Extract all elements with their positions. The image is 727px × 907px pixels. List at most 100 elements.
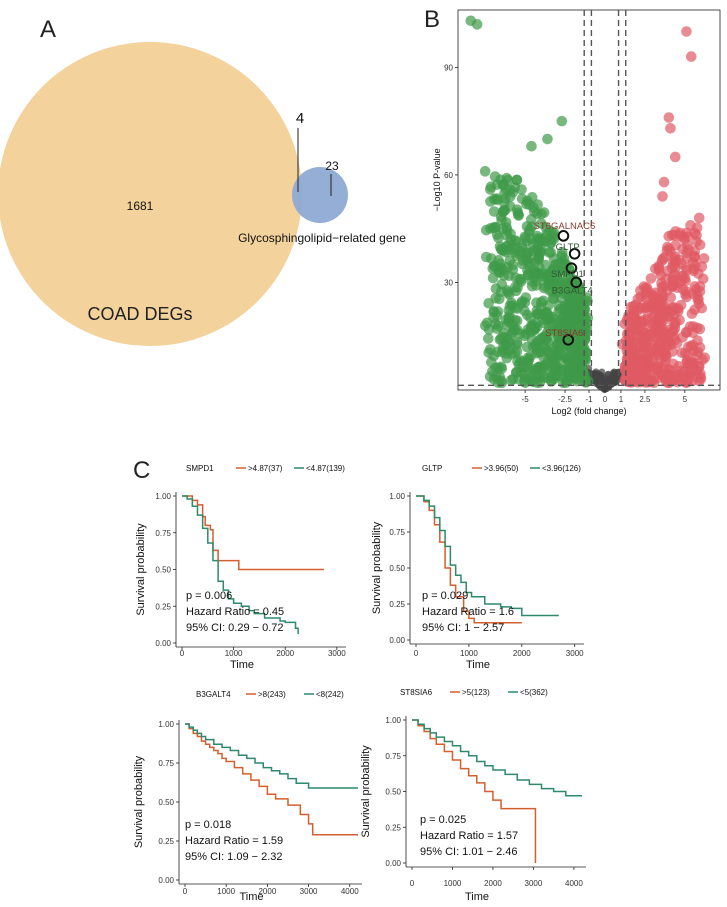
volcano-point-up xyxy=(663,324,674,336)
volcano-point-up xyxy=(696,302,708,314)
volcano-point-down xyxy=(572,306,584,318)
volcano-point-down xyxy=(556,115,568,127)
volcano-x-tick-label: 2.5 xyxy=(639,395,651,404)
panel-label-c: C xyxy=(133,457,150,484)
volcano-point-down xyxy=(503,270,515,282)
volcano-point-down xyxy=(542,336,554,348)
volcano-point-down xyxy=(562,353,574,364)
km-confidence-interval: 95% CI: 1 − 2.57 xyxy=(422,622,504,634)
volcano-point-up xyxy=(691,236,702,247)
volcano-point-down xyxy=(482,333,494,344)
volcano-point-down xyxy=(497,331,509,343)
volcano-highlight-ring xyxy=(565,262,578,274)
km-survival-curve-high xyxy=(182,495,324,571)
km-confidence-interval: 95% CI: 1.01 − 2.46 xyxy=(420,846,518,858)
volcano-point-down xyxy=(556,258,567,270)
volcano-point-down xyxy=(538,361,549,372)
volcano-point-up xyxy=(685,51,697,62)
panel-label-b: B xyxy=(424,6,440,33)
volcano-y-tick-label: 60 xyxy=(444,171,453,180)
venn-small-circle xyxy=(292,167,348,223)
volcano-point-down xyxy=(487,365,498,377)
volcano-point-down xyxy=(574,328,585,339)
km-x-tick-label: 1000 xyxy=(217,887,235,896)
volcano-point-up xyxy=(669,151,681,163)
volcano-point-down xyxy=(562,322,574,334)
volcano-point-up xyxy=(663,112,675,123)
km-survival-curve-high xyxy=(412,719,537,863)
volcano-point-down xyxy=(524,267,536,278)
volcano-point-up xyxy=(682,252,693,264)
volcano-point-down xyxy=(503,305,515,316)
km-y-tick-label: 1.00 xyxy=(389,492,405,501)
km-plot-gltp: GLTP >3.96(50) <3.96(126) 0.00 0.25 0.50 0.75 1… xyxy=(371,464,584,671)
km-x-tick-label: 3000 xyxy=(525,879,543,888)
km-legend-label: >8(243) xyxy=(258,690,286,699)
km-y-tick-label: 0.00 xyxy=(385,859,401,868)
volcano-point-down xyxy=(519,376,530,387)
volcano-point-down xyxy=(494,258,506,270)
volcano-point-up xyxy=(665,123,676,134)
km-survival-curve-low xyxy=(182,495,299,635)
volcano-point-down xyxy=(536,218,547,229)
volcano-point-down xyxy=(500,314,512,325)
volcano-point-down xyxy=(512,303,523,314)
km-survival-curve-high xyxy=(416,495,522,624)
km-y-axis-title: Survival probability xyxy=(360,745,372,838)
km-y-axis-title: Survival probability xyxy=(371,521,383,614)
km-legend-label: >3.96(50) xyxy=(484,464,519,473)
volcano-point-up xyxy=(625,301,636,313)
volcano-point-down xyxy=(565,290,577,302)
volcano-point-up xyxy=(631,314,642,325)
volcano-point-down xyxy=(561,312,572,324)
volcano-point-down xyxy=(529,257,541,268)
volcano-point-down xyxy=(542,133,553,145)
volcano-gene-label: B3GALT4 xyxy=(552,285,593,296)
volcano-point-up xyxy=(645,273,657,284)
volcano-point-down xyxy=(513,209,524,221)
km-legend-gene: SMPD1 xyxy=(186,464,214,473)
volcano-point-down xyxy=(491,310,503,321)
km-x-tick-label: 1000 xyxy=(460,649,478,658)
km-y-tick-label: 1.00 xyxy=(155,492,171,501)
volcano-point-down xyxy=(536,243,547,254)
km-x-tick-label: 0 xyxy=(414,649,419,658)
volcano-point-down xyxy=(481,317,493,329)
km-x-tick-label: 1000 xyxy=(225,649,243,658)
volcano-point-up xyxy=(640,318,651,330)
volcano-point-down xyxy=(504,255,516,266)
volcano-point-up xyxy=(677,243,688,255)
km-legend-label: >5(123) xyxy=(462,688,490,697)
volcano-point-down xyxy=(570,318,582,330)
volcano-point-down xyxy=(564,367,576,378)
km-y-tick-label: 0.25 xyxy=(155,602,171,611)
volcano-point-down xyxy=(486,253,497,264)
venn-overlap-count: 4 xyxy=(296,110,304,127)
km-y-tick-label: 0.75 xyxy=(385,752,401,761)
volcano-gene-label: GLTP xyxy=(556,242,580,253)
km-survival-curve-low xyxy=(185,723,358,789)
km-x-tick-label: 0 xyxy=(180,649,185,658)
volcano-point-down xyxy=(506,239,517,251)
km-x-axis-title: Time xyxy=(465,891,489,903)
volcano-point-down xyxy=(509,323,521,335)
volcano-point-down xyxy=(575,366,587,377)
km-x-tick-label: 0 xyxy=(410,879,415,888)
volcano-point-up xyxy=(674,230,686,242)
km-x-axis-title: Time xyxy=(466,659,490,671)
volcano-point-down xyxy=(511,174,523,186)
volcano-highlight-ring xyxy=(568,247,581,260)
venn-small-count: 23 xyxy=(325,159,339,173)
volcano-point-down xyxy=(516,273,527,285)
volcano-point-down xyxy=(484,184,496,195)
volcano-point-up xyxy=(698,253,710,264)
volcano-highlight-ring xyxy=(557,230,570,242)
km-hazard-ratio: Hazard Ratio = 1.6 xyxy=(422,606,514,618)
km-y-tick-label: 0.50 xyxy=(385,788,401,797)
volcano-point-down xyxy=(491,193,502,204)
volcano-point-down xyxy=(554,370,565,382)
volcano-point-down xyxy=(488,350,500,361)
km-survival-curve-low xyxy=(416,495,559,617)
km-plot-smpd1: SMPD1 >4.87(37) <4.87(139) 0.00 0.25 0.50 0.75… xyxy=(135,464,346,671)
